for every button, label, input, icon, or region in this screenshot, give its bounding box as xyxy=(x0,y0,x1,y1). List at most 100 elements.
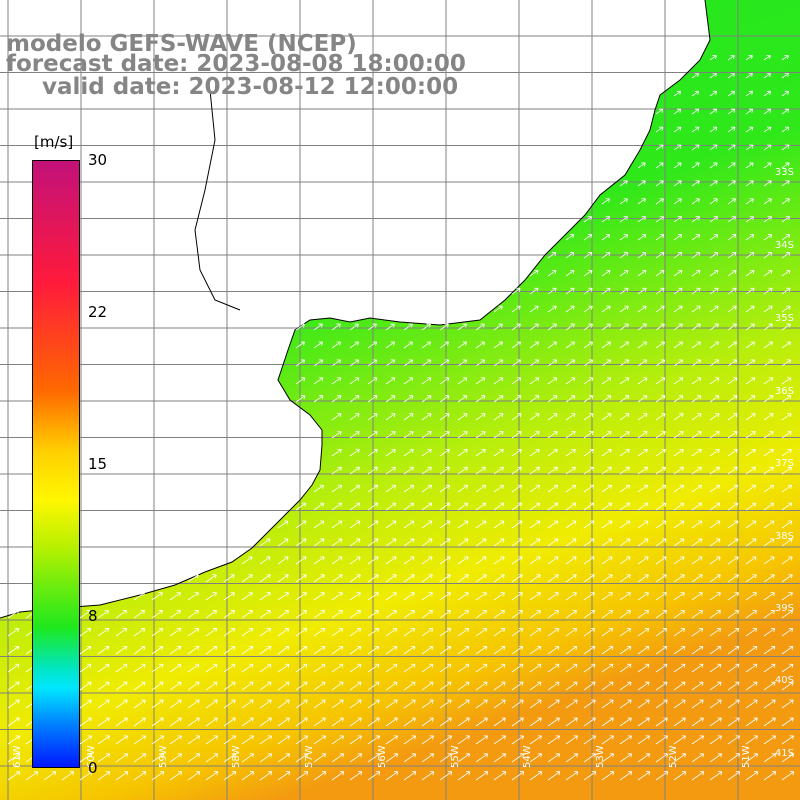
wind-arrow xyxy=(79,735,92,745)
wind-arrow xyxy=(421,377,432,385)
wind-arrow xyxy=(745,449,756,457)
wind-arrow xyxy=(619,359,630,367)
wind-arrow xyxy=(727,556,739,565)
wind-arrow xyxy=(727,413,738,421)
wind-arrow xyxy=(619,395,630,403)
wind-arrow xyxy=(493,538,505,547)
wind-arrow xyxy=(331,717,344,727)
wind-arrow xyxy=(727,252,737,259)
wind-arrow xyxy=(529,771,543,781)
wind-arrow xyxy=(493,431,504,439)
wind-arrow xyxy=(475,449,486,457)
wind-arrow xyxy=(673,449,684,457)
wind-arrow xyxy=(241,645,254,655)
wind-arrow xyxy=(727,592,739,601)
wind-arrow xyxy=(655,484,667,493)
wind-arrow xyxy=(781,502,793,511)
wind-arrow xyxy=(727,717,740,727)
wind-arrow xyxy=(403,341,413,349)
wind-arrow xyxy=(493,645,506,655)
wind-arrow xyxy=(619,663,632,673)
wind-arrow xyxy=(349,556,361,565)
wind-arrow xyxy=(637,359,648,367)
wind-arrow xyxy=(727,645,740,655)
wind-arrow xyxy=(169,645,182,655)
wind-arrow xyxy=(691,431,702,439)
wind-arrow xyxy=(493,663,506,673)
wind-arrow xyxy=(7,681,20,691)
wind-arrow xyxy=(529,395,540,403)
wind-arrow xyxy=(493,753,507,763)
wind-arrow xyxy=(7,663,20,673)
wind-arrow xyxy=(151,753,165,763)
wind-arrow xyxy=(403,484,415,493)
wind-arrow xyxy=(763,431,774,439)
wind-arrow xyxy=(313,753,327,763)
wind-arrow xyxy=(385,449,396,457)
wind-arrow xyxy=(781,359,792,367)
colorbar-tick: 8 xyxy=(88,607,98,625)
wind-arrow xyxy=(655,628,668,637)
wind-arrow xyxy=(655,645,668,655)
wind-arrow xyxy=(403,735,416,745)
wind-arrow xyxy=(583,413,594,421)
wind-arrow xyxy=(691,645,704,655)
wind-arrow xyxy=(439,735,452,745)
wind-arrow xyxy=(565,413,576,421)
wind-arrow xyxy=(457,574,469,583)
wind-arrow xyxy=(349,395,360,403)
wind-arrow xyxy=(673,466,684,475)
wind-arrow xyxy=(97,753,111,763)
wind-arrow xyxy=(727,663,740,673)
wind-arrow xyxy=(475,395,486,403)
wind-arrow xyxy=(295,663,308,673)
wind-arrow xyxy=(763,466,774,475)
wind-arrow xyxy=(439,699,452,709)
wind-arrow xyxy=(475,359,486,367)
wind-arrow xyxy=(745,413,756,421)
lat-label: 35S xyxy=(774,313,794,324)
wind-arrow xyxy=(673,502,685,511)
wind-arrow xyxy=(763,126,772,133)
wind-arrow xyxy=(313,359,324,367)
wind-arrow xyxy=(637,305,647,313)
wind-arrow xyxy=(277,645,290,655)
wind-arrow xyxy=(205,717,218,727)
wind-arrow xyxy=(421,771,435,781)
wind-arrow xyxy=(493,699,506,709)
wind-arrow xyxy=(673,753,687,763)
wind-arrow xyxy=(295,341,305,349)
wind-arrow xyxy=(727,484,739,493)
wind-arrow xyxy=(709,574,721,583)
wind-arrow xyxy=(313,341,323,349)
wind-arrow xyxy=(601,377,612,385)
wind-arrow xyxy=(133,717,146,727)
wind-arrow xyxy=(421,538,433,547)
wind-arrow xyxy=(547,341,557,349)
wind-arrow xyxy=(565,663,578,673)
wind-arrow xyxy=(601,198,610,205)
wind-arrow xyxy=(781,72,789,79)
wind-arrow xyxy=(673,645,686,655)
wind-arrow xyxy=(439,377,450,385)
wind-arrow xyxy=(511,556,523,565)
wind-arrow xyxy=(637,449,648,457)
wind-arrow xyxy=(781,681,794,691)
wind-arrow xyxy=(745,753,759,763)
wind-arrow xyxy=(637,556,649,565)
wind-arrow xyxy=(529,699,542,709)
wind-arrow xyxy=(655,699,668,709)
wind-arrow xyxy=(457,771,471,781)
wind-arrow xyxy=(763,663,776,673)
wind-arrow xyxy=(673,574,685,583)
wind-arrow xyxy=(511,538,523,547)
wind-arrow xyxy=(529,681,542,691)
wind-arrow xyxy=(709,252,719,259)
wind-arrow xyxy=(385,592,397,601)
wind-arrow xyxy=(637,520,649,529)
wind-arrow xyxy=(349,323,359,331)
wind-arrow xyxy=(421,359,432,367)
wind-arrow xyxy=(529,484,541,493)
wind-arrow xyxy=(367,466,378,475)
wind-arrow xyxy=(79,717,92,727)
